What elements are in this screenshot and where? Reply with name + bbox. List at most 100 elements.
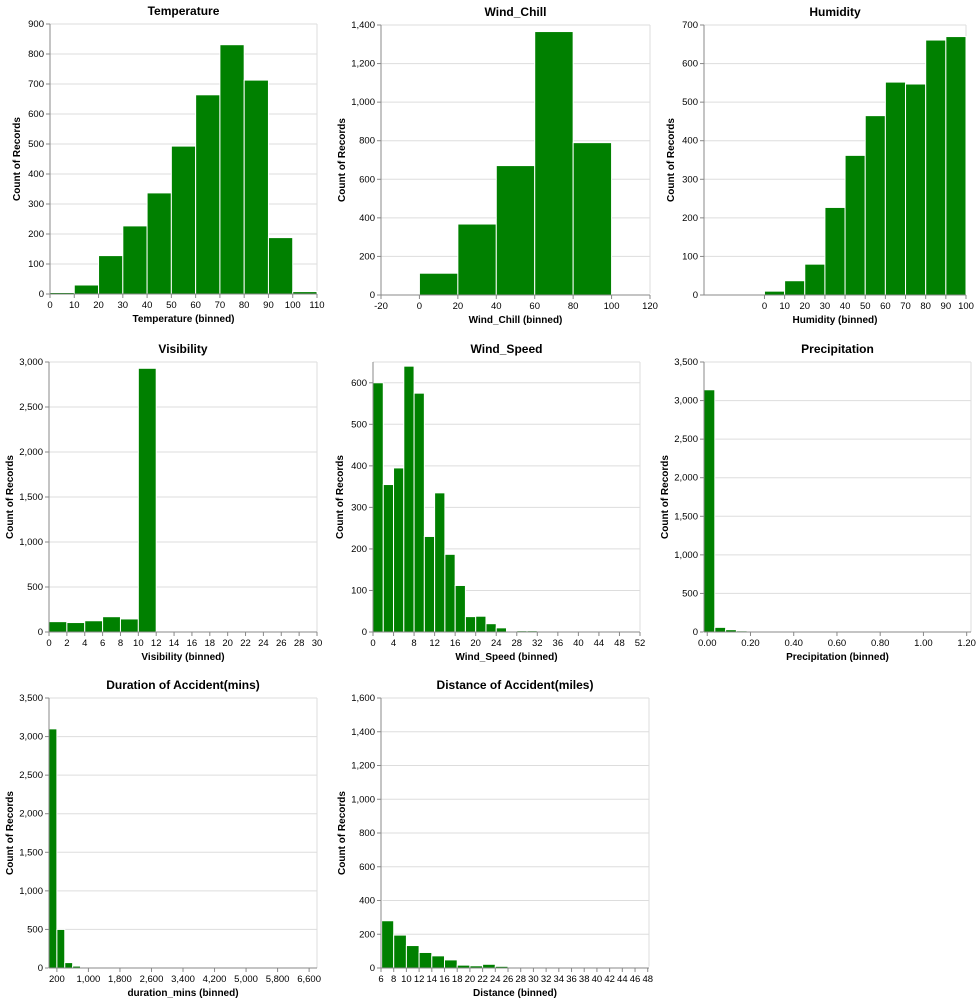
histogram-bar — [404, 366, 414, 632]
x-tick-label: 28 — [515, 974, 526, 985]
x-axis-title: duration_mins (binned) — [127, 988, 238, 999]
x-tick-label: 30 — [528, 974, 539, 985]
y-tick-label: 1,500 — [19, 847, 43, 858]
x-axis-title: Wind_Speed (binned) — [455, 652, 557, 663]
histogram-bar — [704, 390, 715, 632]
x-tick-label: 26 — [503, 974, 514, 985]
x-tick-label: 1,000 — [77, 974, 101, 985]
x-axis-title: Temperature (binned) — [132, 314, 234, 325]
x-tick-label: 18 — [452, 974, 463, 985]
y-tick-label: 0 — [370, 290, 375, 301]
x-tick-label: 6 — [378, 974, 383, 985]
x-tick-label: 100 — [285, 300, 301, 311]
histogram-bar — [573, 143, 611, 295]
x-tick-label: 30 — [820, 301, 831, 312]
y-tick-label: 500 — [682, 97, 698, 108]
x-axis-title: Humidity (binned) — [793, 315, 878, 326]
y-axis-title: Count of Records — [335, 455, 346, 539]
y-tick-label: 400 — [359, 896, 375, 907]
x-tick-label: 22 — [477, 974, 488, 985]
y-tick-label: 800 — [359, 828, 375, 839]
x-tick-label: 0.00 — [698, 638, 717, 649]
y-tick-label: 800 — [28, 49, 44, 60]
x-tick-label: 48 — [614, 638, 625, 649]
x-tick-label: 44 — [594, 638, 605, 649]
x-tick-label: 34 — [554, 974, 565, 985]
histogram-bar — [414, 393, 424, 632]
x-tick-label: 42 — [604, 974, 615, 985]
x-axis-title: Precipitation (binned) — [786, 652, 889, 663]
x-tick-label: 44 — [617, 974, 628, 985]
y-tick-label: 700 — [28, 79, 44, 90]
x-tick-label: 60 — [190, 300, 201, 311]
y-tick-label: 300 — [28, 199, 44, 210]
y-tick-label: 400 — [682, 136, 698, 147]
x-tick-label: 100 — [958, 301, 974, 312]
histogram-bar — [171, 146, 195, 294]
histogram-bar — [49, 622, 67, 632]
x-tick-label: 24 — [491, 638, 502, 649]
x-tick-label: 0 — [417, 301, 422, 312]
x-tick-label: 10 — [401, 974, 412, 985]
histogram-bar — [715, 627, 726, 632]
y-tick-label: 600 — [351, 378, 367, 389]
x-tick-label: 40 — [491, 301, 502, 312]
histogram-bar — [465, 617, 475, 632]
histogram-bar — [906, 84, 926, 295]
y-tick-label: 2,000 — [19, 447, 43, 458]
x-axis-title: Visibility (binned) — [141, 652, 224, 663]
y-tick-label: 200 — [682, 213, 698, 224]
x-tick-label: 0 — [46, 638, 51, 649]
histogram-bar — [406, 946, 419, 968]
histogram-bar — [445, 554, 455, 632]
x-tick-label: 90 — [263, 300, 274, 311]
y-tick-label: 1,200 — [351, 59, 375, 70]
x-tick-label: 0.20 — [741, 638, 760, 649]
y-tick-label: 200 — [359, 929, 375, 940]
x-tick-label: 46 — [630, 974, 641, 985]
histogram-bar — [99, 256, 123, 294]
y-tick-label: 3,000 — [674, 396, 698, 407]
histogram-bar — [486, 624, 496, 632]
histogram-bar — [455, 585, 465, 632]
x-tick-label: 6 — [100, 638, 105, 649]
x-tick-label: 28 — [294, 638, 305, 649]
x-tick-label: 12 — [414, 974, 425, 985]
histogram-bar — [382, 921, 394, 968]
histogram-bar — [147, 193, 171, 294]
histogram-bar — [394, 468, 404, 632]
y-tick-label: 100 — [28, 259, 44, 270]
histogram-bar — [926, 40, 946, 295]
x-tick-label: 30 — [118, 300, 129, 311]
x-tick-label: 120 — [642, 301, 658, 312]
histogram-bar — [483, 964, 496, 968]
y-tick-label: 2,000 — [674, 473, 698, 484]
x-tick-label: 12 — [151, 638, 162, 649]
x-tick-label: 24 — [490, 974, 501, 985]
histogram-bar — [74, 285, 98, 294]
x-tick-label: 4 — [391, 638, 396, 649]
x-axis-title: Wind_Chill (binned) — [469, 315, 563, 326]
histogram-bar — [445, 960, 458, 968]
x-tick-label: 70 — [215, 300, 226, 311]
x-tick-label: 26 — [276, 638, 287, 649]
y-tick-label: 600 — [28, 109, 44, 120]
y-tick-label: 400 — [28, 169, 44, 180]
x-tick-label: 200 — [49, 974, 65, 985]
x-tick-label: 4 — [82, 638, 87, 649]
y-tick-label: 1,000 — [674, 550, 698, 561]
x-tick-label: 3,400 — [171, 974, 195, 985]
x-tick-label: 16 — [187, 638, 198, 649]
histogram-bar — [123, 226, 147, 294]
histogram-bar — [764, 291, 784, 295]
x-tick-label: 50 — [860, 301, 871, 312]
chart-title: Visibility — [158, 342, 207, 356]
y-tick-label: 900 — [28, 19, 44, 30]
histogram-bar — [946, 37, 966, 295]
y-tick-label: 0 — [38, 627, 43, 638]
y-tick-label: 0 — [370, 963, 375, 974]
x-tick-label: 24 — [258, 638, 269, 649]
